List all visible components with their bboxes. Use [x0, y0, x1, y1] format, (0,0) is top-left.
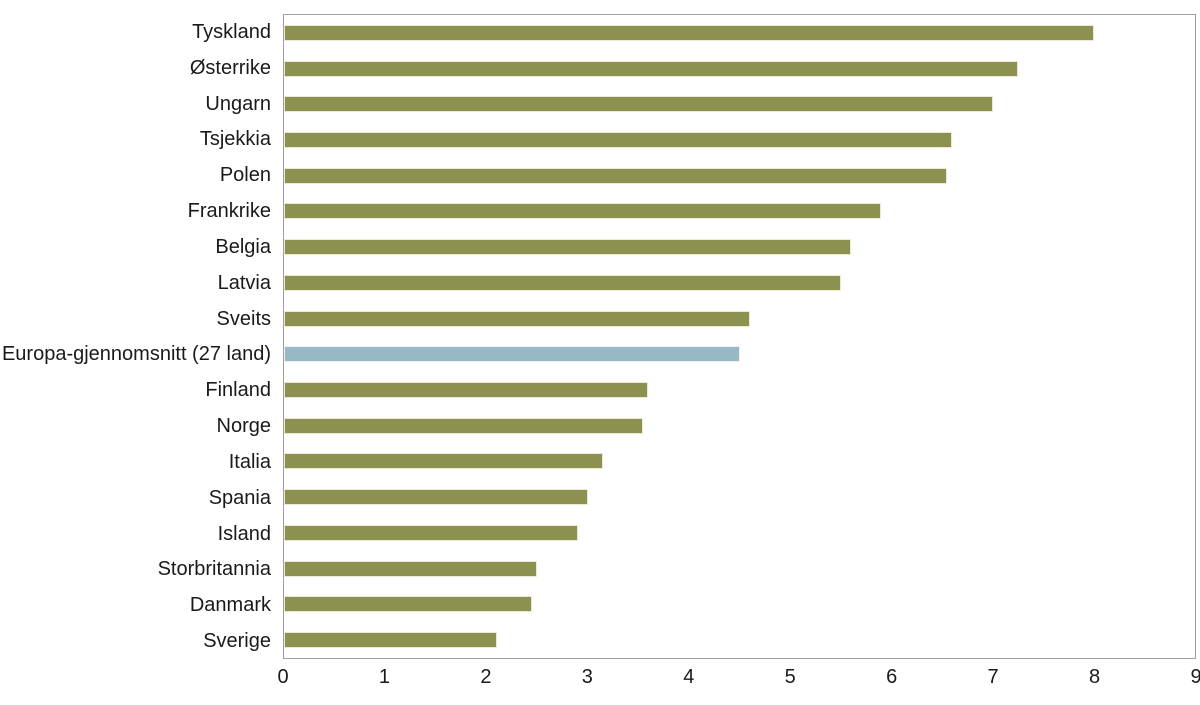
category-label: Belgia — [215, 235, 271, 258]
bar-row — [284, 551, 1195, 587]
bar — [284, 24, 1094, 41]
bar — [284, 560, 538, 577]
bar-row — [284, 444, 1195, 480]
bar-row — [284, 86, 1195, 122]
x-tick-label: 3 — [581, 666, 593, 688]
category-label: Frankrike — [187, 200, 271, 223]
category-label: Island — [217, 522, 271, 545]
x-tick-label: 8 — [1088, 666, 1101, 688]
category-label: Tyskland — [192, 20, 271, 43]
x-tick-label: 9 — [1190, 666, 1200, 688]
bar — [284, 489, 588, 506]
bar — [284, 96, 993, 113]
bar-row — [284, 515, 1195, 551]
category-label: Ungarn — [205, 92, 271, 115]
x-tick-label: 7 — [987, 666, 999, 688]
category-label: Sveits — [216, 307, 271, 330]
bar-row — [284, 301, 1195, 337]
category-label: Norge — [216, 415, 271, 438]
x-tick-label: 5 — [784, 666, 796, 688]
category-label: Storbritannia — [157, 558, 271, 581]
bar-highlight — [284, 346, 740, 363]
category-label: Sverige — [203, 629, 271, 652]
bar-row — [284, 336, 1195, 372]
bar-row — [284, 158, 1195, 194]
bar — [284, 524, 578, 541]
x-tick-label: 2 — [480, 666, 492, 688]
bar — [284, 382, 649, 399]
bar — [284, 167, 947, 184]
bar — [284, 60, 1018, 77]
category-label: Finland — [205, 379, 271, 402]
bar-row — [284, 372, 1195, 408]
bar-row — [284, 479, 1195, 515]
bar — [284, 596, 532, 613]
bar-row — [284, 265, 1195, 301]
bar-row — [284, 587, 1195, 623]
category-label: Italia — [228, 450, 271, 473]
bar — [284, 310, 750, 327]
bar-row — [284, 622, 1195, 658]
category-labels: Tyskland Østerrike Ungarn Tsjekkia Polen Fran… — [0, 14, 271, 659]
x-tick-label: 6 — [886, 666, 898, 688]
x-tick-label: 4 — [683, 666, 695, 688]
bar — [284, 239, 851, 256]
x-axis: 0 1 2 3 4 5 6 7 8 9 — [277, 665, 1200, 693]
category-label: Latvia — [217, 271, 271, 294]
category-label: Danmark — [189, 594, 271, 617]
plot-area — [283, 14, 1196, 659]
bar-row — [284, 122, 1195, 158]
category-label: Europa-gjennomsnitt (27 land) — [1, 343, 271, 366]
category-label: Polen — [219, 164, 271, 187]
bar — [284, 132, 953, 149]
category-label: Spania — [208, 486, 271, 509]
bar — [284, 417, 644, 434]
bar-row — [284, 229, 1195, 265]
bar-row — [284, 408, 1195, 444]
x-tick-label: 0 — [277, 666, 289, 688]
bar-row — [284, 194, 1195, 230]
x-tick-label: 1 — [378, 666, 390, 688]
bar-row — [284, 15, 1195, 51]
bar — [284, 203, 882, 220]
bar — [284, 632, 497, 649]
bar — [284, 453, 603, 470]
category-label: Tsjekkia — [199, 128, 271, 151]
category-label: Østerrike — [189, 56, 271, 79]
bar-row — [284, 51, 1195, 87]
bar — [284, 274, 841, 291]
